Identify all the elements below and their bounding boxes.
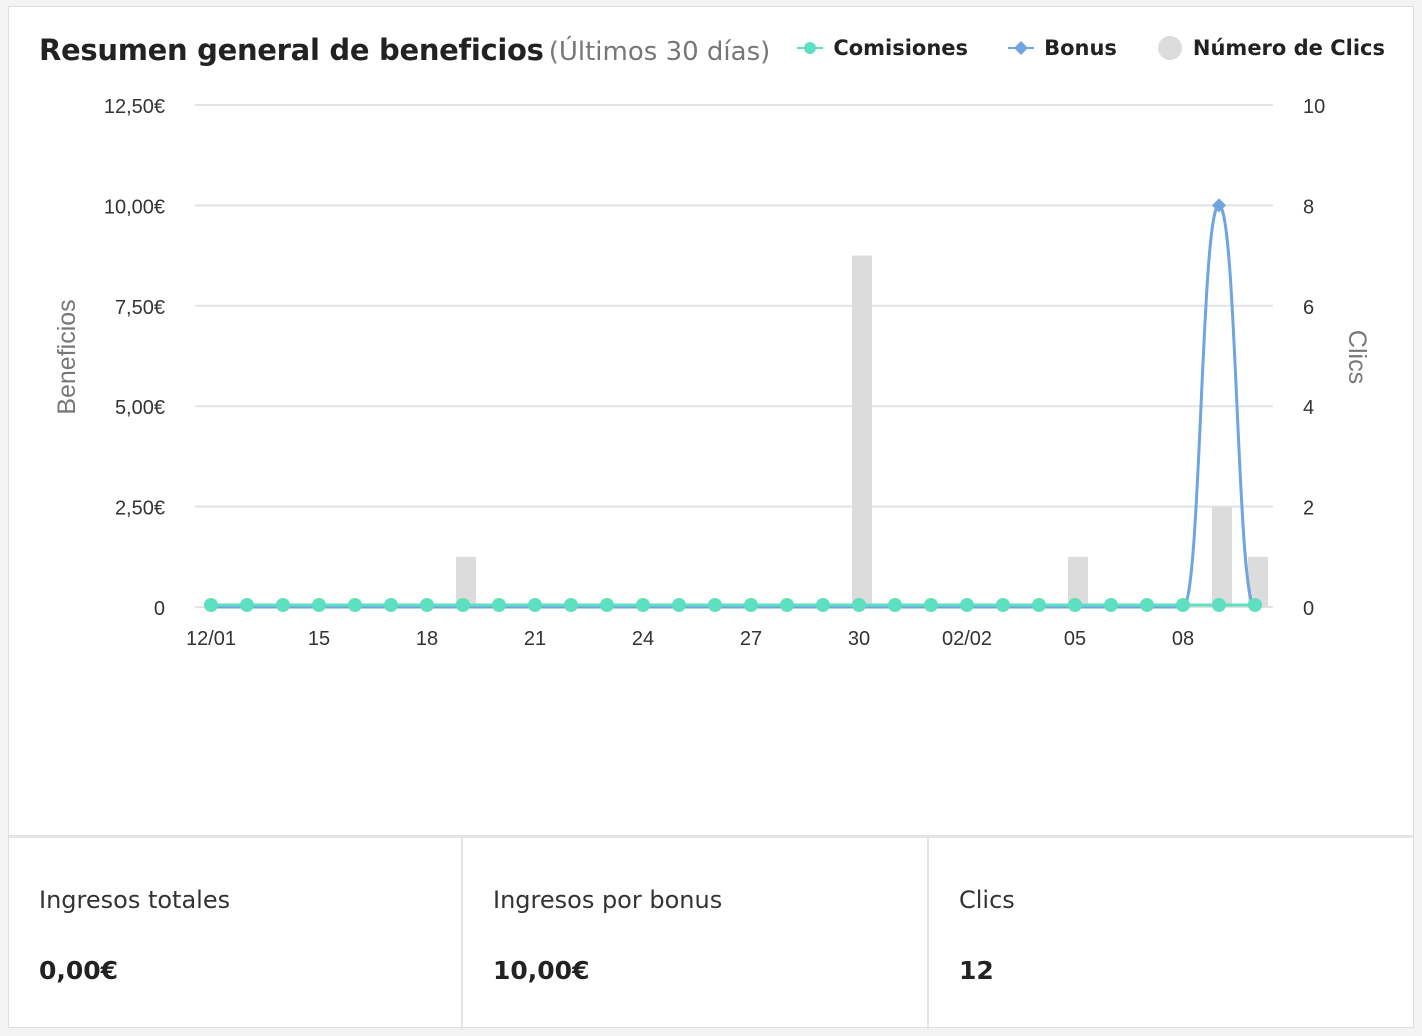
stat-value: 12 xyxy=(959,956,994,985)
comisiones-point xyxy=(888,598,902,612)
clicks-bar xyxy=(1068,556,1088,607)
y-left-tick-label: 12,50€ xyxy=(104,96,165,118)
x-tick-label: 30 xyxy=(848,628,870,650)
comisiones-point xyxy=(312,598,326,612)
x-tick-label: 21 xyxy=(524,628,546,650)
x-tick-label: 12/01 xyxy=(186,628,236,650)
bonus-point xyxy=(1212,198,1226,213)
legend-label-clics: Número de Clics xyxy=(1192,36,1385,60)
comisiones-point xyxy=(1140,598,1154,612)
y-left-tick-label: 2,50€ xyxy=(115,498,165,520)
comisiones-point xyxy=(456,598,470,612)
earnings-chart: 0 0 2,50€ 2 5,00€ 4 7,50€ 6 10,00€ 8 12,50€ 10 Benef… xyxy=(53,96,1371,650)
comisiones-point xyxy=(708,598,722,612)
stat-label: Ingresos por bonus xyxy=(493,886,723,914)
stats-footer: Ingresos totales 0,00€ Ingresos por bonu… xyxy=(9,835,1413,1030)
comisiones-point xyxy=(636,598,650,612)
circle-line-icon xyxy=(797,42,824,54)
x-tick-label: 08 xyxy=(1172,628,1194,650)
y-right-tick-label: 0 xyxy=(1303,598,1314,620)
legend-item-clics[interactable]: Número de Clics xyxy=(1157,35,1385,61)
legend-label-comisiones: Comisiones xyxy=(833,36,969,60)
earnings-summary-card: Resumen general de beneficios (Últimos 3… xyxy=(8,6,1414,1030)
comisiones-point xyxy=(384,598,398,612)
stat-value: 10,00€ xyxy=(493,956,590,985)
grey-dot-icon xyxy=(1157,36,1182,60)
chart-subtitle: (Últimos 30 días) xyxy=(548,37,771,67)
y-left-tick-label: 5,00€ xyxy=(115,397,165,419)
comisiones-point xyxy=(528,598,542,612)
comisiones-point xyxy=(348,598,362,612)
comisiones-point xyxy=(420,598,434,612)
comisiones-point xyxy=(672,598,686,612)
y-right-axis-title: Clics xyxy=(1343,330,1371,384)
legend-item-bonus[interactable]: Bonus xyxy=(1008,36,1117,60)
x-tick-label: 02/02 xyxy=(942,628,992,650)
comisiones-point xyxy=(564,598,578,612)
comisiones-point xyxy=(1104,598,1118,612)
stat-bonus-income: Ingresos por bonus 10,00€ xyxy=(463,838,929,1030)
y-left-tick-label: 10,00€ xyxy=(104,196,165,218)
stat-value: 0,00€ xyxy=(39,956,119,985)
comisiones-point xyxy=(780,598,794,612)
x-tick-label: 27 xyxy=(740,628,762,650)
y-left-axis-title: Beneficios xyxy=(53,299,81,414)
y-right-tick-label: 8 xyxy=(1303,196,1314,218)
chart-header: Resumen general de beneficios (Últimos 3… xyxy=(39,33,770,67)
comisiones-point xyxy=(1068,598,1082,612)
comisiones-point xyxy=(600,598,614,612)
comisiones-point xyxy=(1212,598,1226,612)
comisiones-point xyxy=(960,598,974,612)
clicks-bar xyxy=(1248,556,1268,607)
clicks-bar xyxy=(1212,506,1232,607)
y-left-tick-label: 7,50€ xyxy=(115,297,165,319)
comisiones-point xyxy=(240,598,254,612)
stat-label: Clics xyxy=(959,886,1015,914)
comisiones-point xyxy=(744,598,758,612)
stat-clicks: Clics 12 xyxy=(929,838,1413,1030)
legend-label-bonus: Bonus xyxy=(1044,36,1117,60)
x-tick-label: 18 xyxy=(416,628,438,650)
y-right-tick-label: 4 xyxy=(1303,397,1314,419)
comisiones-point xyxy=(996,598,1010,612)
comisiones-point xyxy=(852,598,866,612)
y-right-tick-label: 2 xyxy=(1303,498,1314,520)
clicks-bar xyxy=(852,255,872,607)
x-tick-label: 24 xyxy=(632,628,654,650)
diamond-line-icon xyxy=(1008,41,1035,55)
comisiones-point xyxy=(492,598,506,612)
y-left-tick-label: 0 xyxy=(154,598,165,620)
comisiones-point xyxy=(924,598,938,612)
stat-total-income: Ingresos totales 0,00€ xyxy=(9,838,463,1030)
comisiones-point xyxy=(1176,598,1190,612)
legend-item-comisiones[interactable]: Comisiones xyxy=(797,36,968,60)
comisiones-point xyxy=(276,598,290,612)
comisiones-point xyxy=(204,598,218,612)
y-right-tick-label: 6 xyxy=(1303,297,1314,319)
x-tick-label: 05 xyxy=(1064,628,1086,650)
comisiones-point xyxy=(816,598,830,612)
clicks-bar xyxy=(456,556,476,607)
stat-label: Ingresos totales xyxy=(39,886,231,914)
comisiones-point xyxy=(1032,598,1046,612)
comisiones-point xyxy=(1248,598,1262,612)
chart-title: Resumen general de beneficios xyxy=(39,33,544,67)
chart-legend: Comisiones Bonus Número de Clics xyxy=(797,35,1385,61)
y-right-tick-label: 10 xyxy=(1303,96,1325,118)
x-tick-label: 15 xyxy=(308,628,330,650)
